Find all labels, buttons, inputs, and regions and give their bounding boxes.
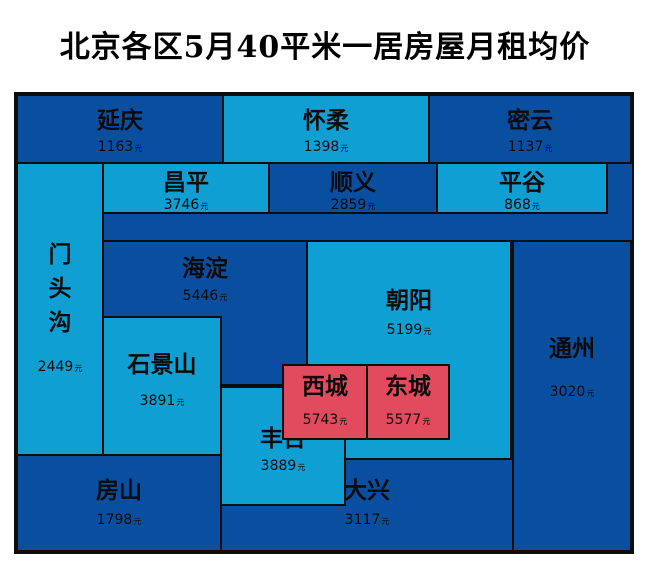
region-yanqing: 延庆 1163元 bbox=[16, 94, 224, 164]
region-name: 顺义 bbox=[330, 169, 376, 196]
region-name: 门头沟 bbox=[48, 241, 72, 336]
region-pinggu: 平谷 868元 bbox=[436, 162, 608, 214]
region-mentougou: 门头沟 2449元 bbox=[16, 162, 104, 456]
treemap: 房山 1798元 大兴 3117元 延庆 1163元 怀柔 1398元 密云 1… bbox=[14, 92, 634, 554]
region-name: 朝阳 bbox=[386, 287, 432, 314]
region-value: 5199元 bbox=[386, 322, 432, 338]
region-shijingshan: 石景山 3891元 bbox=[102, 316, 222, 456]
region-name: 密云 bbox=[507, 107, 553, 134]
region-tongzhou: 通州 3020元 bbox=[512, 240, 632, 552]
region-value: 1137元 bbox=[507, 139, 553, 155]
region-name: 延庆 bbox=[97, 107, 143, 134]
region-value: 868元 bbox=[504, 197, 540, 213]
region-name: 海淀 bbox=[182, 255, 228, 282]
region-value: 2859元 bbox=[330, 197, 376, 213]
region-name: 平谷 bbox=[499, 169, 545, 196]
region-name: 通州 bbox=[549, 335, 595, 362]
region-shunyi: 顺义 2859元 bbox=[268, 162, 438, 214]
region-value: 1163元 bbox=[97, 139, 143, 155]
region-name: 昌平 bbox=[163, 169, 209, 196]
region-value: 3891元 bbox=[139, 393, 185, 409]
region-fangshan: 房山 1798元 bbox=[16, 454, 222, 552]
region-value: 3020元 bbox=[549, 384, 595, 400]
region-changping: 昌平 3746元 bbox=[102, 162, 270, 214]
region-name: 东城 bbox=[385, 373, 431, 400]
region-name: 房山 bbox=[96, 477, 142, 504]
region-value: 1798元 bbox=[96, 512, 142, 528]
region-name: 石景山 bbox=[127, 351, 197, 378]
chart-title: 北京各区5月40平米一居房屋月租均价 bbox=[59, 30, 591, 65]
region-miyun: 密云 1137元 bbox=[428, 94, 632, 164]
region-value: 5446元 bbox=[182, 288, 228, 304]
region-value: 3117元 bbox=[344, 512, 390, 528]
region-value: 3746元 bbox=[163, 197, 209, 213]
region-value: 3889元 bbox=[260, 458, 306, 474]
region-name: 怀柔 bbox=[303, 107, 349, 134]
region-value: 1398元 bbox=[303, 139, 349, 155]
region-value: 2449元 bbox=[37, 359, 83, 375]
region-xicheng: 西城 5743元 bbox=[282, 364, 368, 440]
region-value: 5577元 bbox=[385, 412, 431, 428]
region-value: 5743元 bbox=[302, 412, 348, 428]
region-name: 大兴 bbox=[344, 477, 390, 504]
region-huairou: 怀柔 1398元 bbox=[222, 94, 430, 164]
region-dongcheng: 东城 5577元 bbox=[366, 364, 450, 440]
region-name: 西城 bbox=[302, 373, 348, 400]
